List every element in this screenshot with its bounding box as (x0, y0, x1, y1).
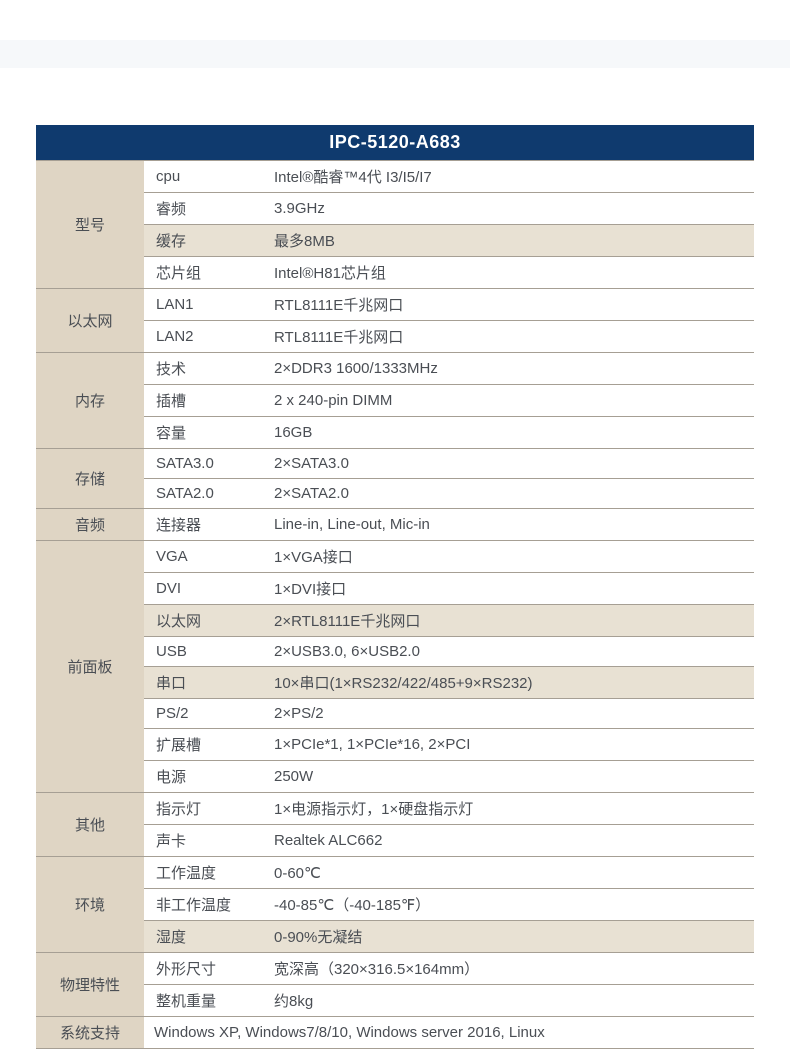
value-cell: 16GB (264, 417, 754, 449)
subcategory-cell: SATA2.0 (144, 479, 264, 509)
table-row: 以太网LAN1RTL8111E千兆网口 (36, 289, 754, 321)
value-cell: Intel®酷睿™4代 I3/I5/I7 (264, 161, 754, 193)
value-cell: 3.9GHz (264, 193, 754, 225)
subcategory-cell: 以太网 (144, 605, 264, 637)
table-row: 缓存最多8MB (36, 225, 754, 257)
table-row: 物理特性外形尺寸宽深高（320×316.5×164mm） (36, 953, 754, 985)
subcategory-cell: 扩展槽 (144, 729, 264, 761)
value-cell: 250W (264, 761, 754, 793)
table-row: 内存技术2×DDR3 1600/1333MHz (36, 353, 754, 385)
title-bar: IPC-5120-A683 (36, 125, 754, 160)
table-row: 非工作温度-40-85℃（-40-185℉） (36, 889, 754, 921)
table-row: 电源250W (36, 761, 754, 793)
subcategory-cell: DVI (144, 573, 264, 605)
value-cell: 2×RTL8111E千兆网口 (264, 605, 754, 637)
value-cell: 0-60℃ (264, 857, 754, 889)
subcategory-cell: 容量 (144, 417, 264, 449)
table-row: 存储SATA3.02×SATA3.0 (36, 449, 754, 479)
category-cell: 内存 (36, 353, 144, 449)
category-cell: 前面板 (36, 541, 144, 793)
subcategory-cell: 睿频 (144, 193, 264, 225)
subcategory-cell: 串口 (144, 667, 264, 699)
subcategory-cell: 工作温度 (144, 857, 264, 889)
spec-table: 型号cpuIntel®酷睿™4代 I3/I5/I7睿频3.9GHz缓存最多8MB… (36, 160, 754, 1049)
value-cell: 10×串口(1×RS232/422/485+9×RS232) (264, 667, 754, 699)
value-cell: RTL8111E千兆网口 (264, 289, 754, 321)
value-cell: 2×PS/2 (264, 699, 754, 729)
category-cell: 以太网 (36, 289, 144, 353)
table-row: USB2×USB3.0, 6×USB2.0 (36, 637, 754, 667)
table-row: 以太网2×RTL8111E千兆网口 (36, 605, 754, 637)
table-row: 扩展槽1×PCIe*1, 1×PCIe*16, 2×PCI (36, 729, 754, 761)
table-row: 串口10×串口(1×RS232/422/485+9×RS232) (36, 667, 754, 699)
subcategory-cell: 声卡 (144, 825, 264, 857)
table-row: 芯片组Intel®H81芯片组 (36, 257, 754, 289)
table-row: PS/22×PS/2 (36, 699, 754, 729)
subcategory-cell: PS/2 (144, 699, 264, 729)
subcategory-cell: cpu (144, 161, 264, 193)
value-cell: 最多8MB (264, 225, 754, 257)
subcategory-cell: 插槽 (144, 385, 264, 417)
value-cell: 0-90%无凝结 (264, 921, 754, 953)
table-row: 容量16GB (36, 417, 754, 449)
top-light-band (0, 40, 790, 68)
category-cell: 型号 (36, 161, 144, 289)
value-cell: Intel®H81芯片组 (264, 257, 754, 289)
table-row: SATA2.02×SATA2.0 (36, 479, 754, 509)
value-cell: 1×DVI接口 (264, 573, 754, 605)
table-row: LAN2RTL8111E千兆网口 (36, 321, 754, 353)
value-cell: 2 x 240-pin DIMM (264, 385, 754, 417)
subcategory-cell: 整机重量 (144, 985, 264, 1017)
value-cell: 2×USB3.0, 6×USB2.0 (264, 637, 754, 667)
value-cell: RTL8111E千兆网口 (264, 321, 754, 353)
subcategory-cell: USB (144, 637, 264, 667)
value-cell: 约8kg (264, 985, 754, 1017)
value-cell: 1×VGA接口 (264, 541, 754, 573)
category-cell: 环境 (36, 857, 144, 953)
subcategory-cell: 技术 (144, 353, 264, 385)
subcategory-cell: 湿度 (144, 921, 264, 953)
table-row: DVI1×DVI接口 (36, 573, 754, 605)
page-wrapper: IPC-5120-A683 型号cpuIntel®酷睿™4代 I3/I5/I7睿… (0, 0, 790, 1049)
table-row: 整机重量约8kg (36, 985, 754, 1017)
subcategory-cell: SATA3.0 (144, 449, 264, 479)
category-cell: 音频 (36, 509, 144, 541)
subcategory-cell: 外形尺寸 (144, 953, 264, 985)
value-cell: -40-85℃（-40-185℉） (264, 889, 754, 921)
value-cell: 2×SATA3.0 (264, 449, 754, 479)
table-row: 声卡Realtek ALC662 (36, 825, 754, 857)
value-cell: 1×电源指示灯，1×硬盘指示灯 (264, 793, 754, 825)
subcategory-cell: LAN1 (144, 289, 264, 321)
table-row: 睿频3.9GHz (36, 193, 754, 225)
category-cell: 存储 (36, 449, 144, 509)
subcategory-cell: VGA (144, 541, 264, 573)
table-row: 湿度0-90%无凝结 (36, 921, 754, 953)
subcategory-cell: 电源 (144, 761, 264, 793)
table-row: 前面板VGA1×VGA接口 (36, 541, 754, 573)
subcategory-cell: 芯片组 (144, 257, 264, 289)
value-cell: Realtek ALC662 (264, 825, 754, 857)
subcategory-cell: 非工作温度 (144, 889, 264, 921)
subcategory-cell: LAN2 (144, 321, 264, 353)
value-cell: Windows XP, Windows7/8/10, Windows serve… (144, 1017, 754, 1049)
table-row: 型号cpuIntel®酷睿™4代 I3/I5/I7 (36, 161, 754, 193)
table-row: 其他指示灯1×电源指示灯，1×硬盘指示灯 (36, 793, 754, 825)
value-cell: Line-in, Line-out, Mic-in (264, 509, 754, 541)
table-row: 插槽2 x 240-pin DIMM (36, 385, 754, 417)
table-row: 系统支持Windows XP, Windows7/8/10, Windows s… (36, 1017, 754, 1049)
value-cell: 2×SATA2.0 (264, 479, 754, 509)
subcategory-cell: 指示灯 (144, 793, 264, 825)
category-cell: 其他 (36, 793, 144, 857)
table-row: 音频连接器Line-in, Line-out, Mic-in (36, 509, 754, 541)
subcategory-cell: 缓存 (144, 225, 264, 257)
spec-container: IPC-5120-A683 型号cpuIntel®酷睿™4代 I3/I5/I7睿… (0, 125, 790, 1049)
table-row: 环境工作温度0-60℃ (36, 857, 754, 889)
value-cell: 2×DDR3 1600/1333MHz (264, 353, 754, 385)
value-cell: 宽深高（320×316.5×164mm） (264, 953, 754, 985)
value-cell: 1×PCIe*1, 1×PCIe*16, 2×PCI (264, 729, 754, 761)
subcategory-cell: 连接器 (144, 509, 264, 541)
category-cell: 系统支持 (36, 1017, 144, 1049)
